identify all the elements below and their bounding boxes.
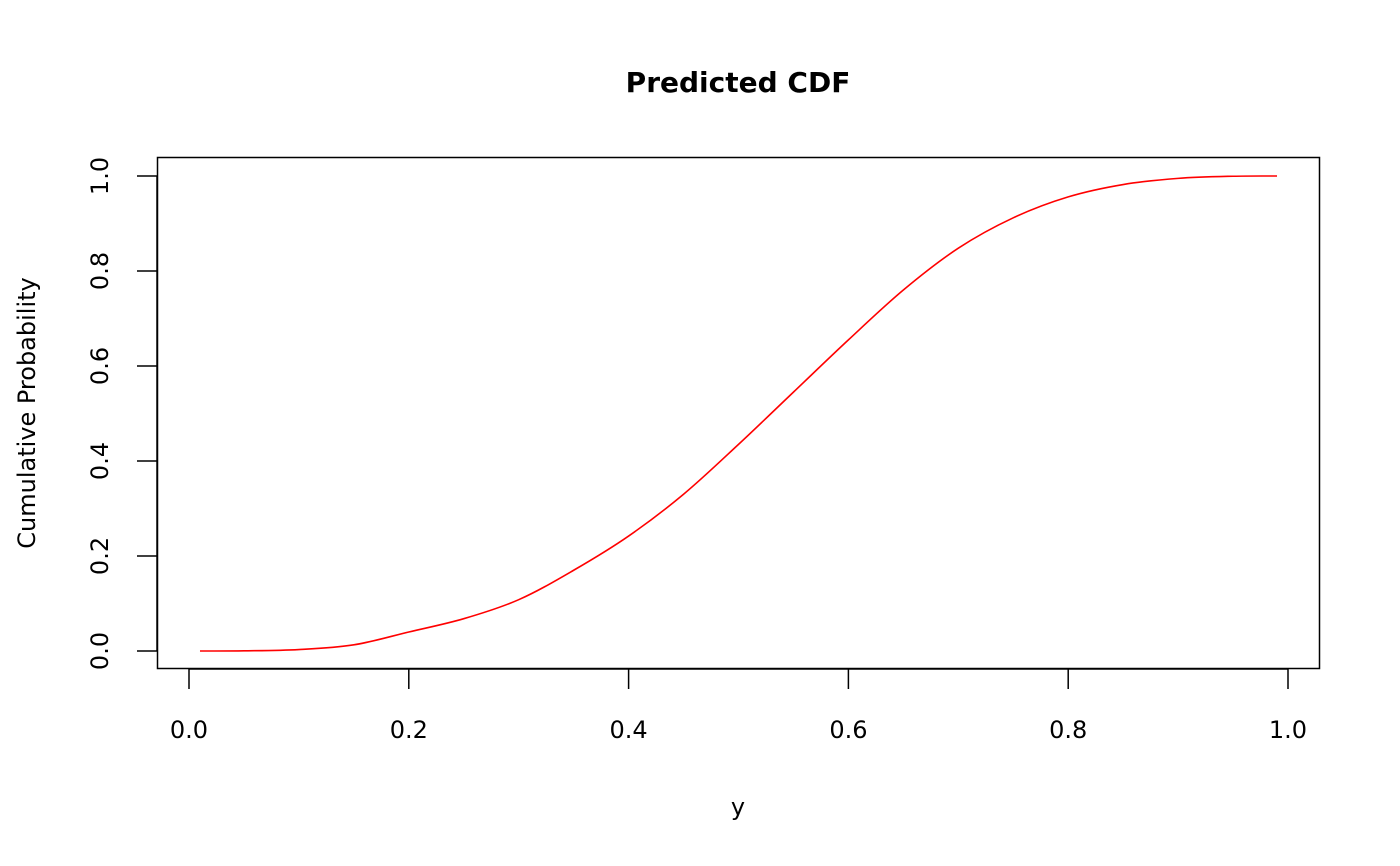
x-axis-label: y	[731, 793, 745, 821]
x-tick-label: 0.6	[829, 716, 867, 744]
y-tick-label: 0.2	[86, 537, 114, 575]
y-tick-label: 0.6	[86, 347, 114, 385]
x-tick-label: 1.0	[1269, 716, 1307, 744]
y-tick-label: 0.8	[86, 252, 114, 290]
plot-frame	[156, 156, 1321, 670]
x-tick-label: 0.0	[170, 716, 208, 744]
y-tick-label: 0.0	[86, 632, 114, 670]
x-axis: 0.0 0.2 0.4 0.6 0.8 1.0	[170, 668, 1307, 744]
y-axis-label: Cumulative Probability	[13, 277, 41, 548]
x-tick-label: 0.4	[610, 716, 648, 744]
y-tick-label: 0.4	[86, 442, 114, 480]
y-tick-label: 1.0	[86, 157, 114, 195]
series-group	[199, 175, 1278, 652]
x-tick-label: 0.2	[390, 716, 428, 744]
cdf-line	[199, 175, 1278, 652]
x-tick-label: 0.8	[1049, 716, 1087, 744]
y-axis: 0.0 0.2 0.4 0.6 0.8 1.0	[86, 157, 158, 670]
chart-title: Predicted CDF	[626, 66, 851, 99]
